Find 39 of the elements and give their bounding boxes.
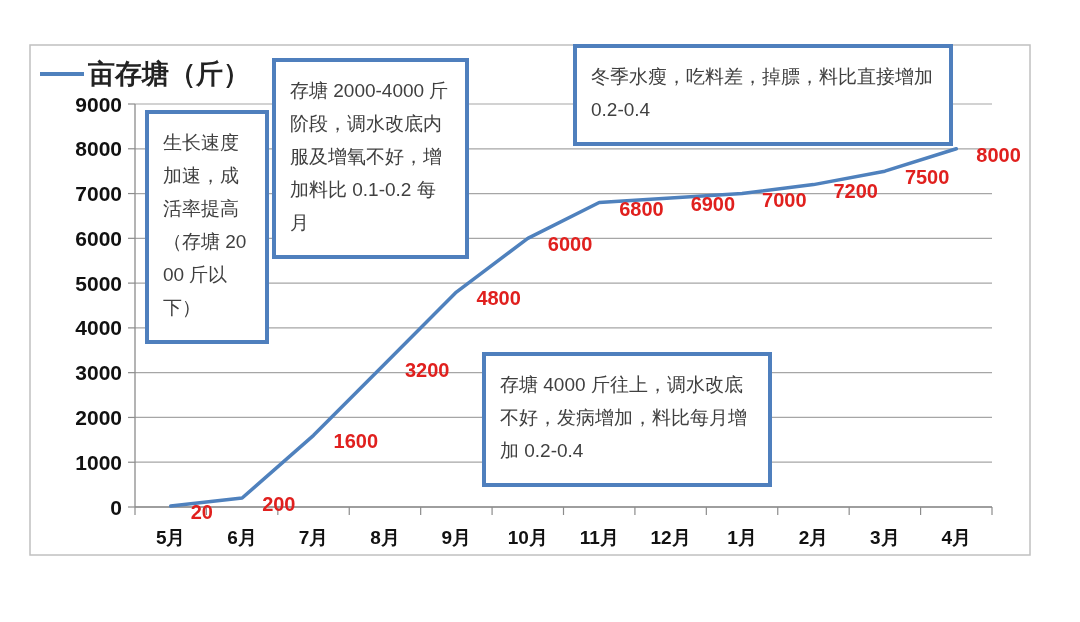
annotation: 存塘 2000-4000 斤阶段，调水改底内服及增氧不好，增加料比 0.1-0.2 每月: [272, 58, 469, 259]
x-tick-label: 5月: [155, 526, 186, 548]
data-label: 7000: [762, 188, 807, 211]
x-tick-label: 10月: [507, 526, 548, 548]
data-label: 7200: [833, 179, 878, 202]
x-tick-label: 4月: [941, 526, 972, 548]
y-tick-label: 9000: [75, 92, 122, 116]
data-label: 200: [262, 493, 296, 516]
y-tick-label: 0: [110, 495, 122, 519]
y-tick-label: 1000: [75, 450, 122, 474]
x-tick-label: 7月: [298, 526, 329, 548]
y-tick-label: 5000: [75, 271, 122, 295]
data-label: 4800: [476, 287, 521, 310]
y-tick-label: 3000: [75, 361, 122, 385]
data-label: 3200: [404, 358, 450, 381]
annotation: 冬季水瘦，吃料差，掉膘，料比直接增加 0.2-0.4: [573, 44, 953, 146]
data-label: 6900: [690, 193, 736, 216]
legend-label: 亩存塘（斤）: [88, 59, 250, 89]
annotation: 生长速度加速，成活率提高（存塘 2000 斤以下）: [145, 110, 269, 344]
data-label: 7500: [904, 166, 950, 189]
y-tick-label: 2000: [75, 405, 122, 429]
x-tick-label: 3月: [870, 526, 900, 548]
y-tick-label: 6000: [75, 226, 122, 250]
data-label: 6800: [619, 197, 664, 220]
y-tick-label: 4000: [75, 316, 122, 340]
x-tick-label: 8月: [370, 526, 400, 548]
x-tick-label: 12月: [650, 526, 691, 548]
x-tick-label: 1月: [727, 526, 757, 548]
x-tick-label: 9月: [441, 526, 472, 548]
x-tick-label: 6月: [227, 526, 257, 548]
data-label: 1600: [333, 430, 379, 453]
data-label: 20: [190, 501, 213, 524]
y-tick-label: 7000: [75, 182, 122, 206]
annotation: 存塘 4000 斤往上，调水改底不好，发病增加，料比每月增加 0.2-0.4: [482, 352, 772, 487]
y-tick-label: 8000: [75, 137, 122, 161]
x-tick-label: 11月: [579, 526, 619, 548]
x-tick-label: 2月: [798, 526, 829, 548]
data-label: 8000: [976, 143, 1021, 166]
data-label: 6000: [547, 233, 593, 256]
